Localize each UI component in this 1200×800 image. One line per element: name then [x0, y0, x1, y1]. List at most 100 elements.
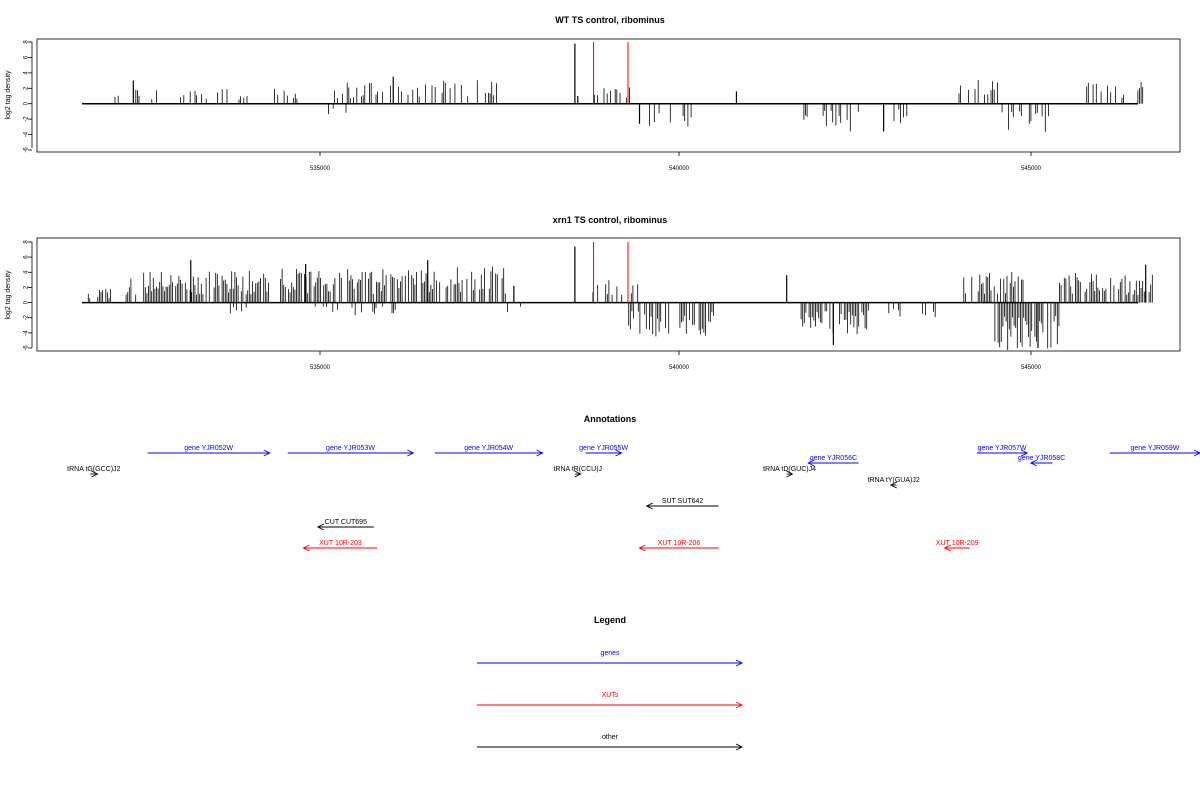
- annotations-section: Annotations gene YJR052W gene YJR053W gene…: [67, 414, 1200, 552]
- xrn1-x-tick-label: 545000: [1021, 365, 1042, 371]
- wt-y-tick-label: 2: [24, 86, 30, 90]
- wt-y-tick-label: -2: [24, 116, 30, 122]
- wt-y-tick-label: -6: [24, 147, 30, 153]
- annotation-other-arrow: [786, 470, 794, 478]
- annotation-genes-arrow-head: [807, 459, 815, 467]
- legend-xuts-arrow-head: [735, 701, 744, 709]
- xrn1-x-tick-label: 540000: [669, 365, 690, 371]
- legend-label-genes: genes: [600, 650, 620, 657]
- wt-x-tick-label: 540000: [669, 166, 690, 172]
- xrn1-track-panel: xrn1 TS control, ribominus log2 tag dens…: [5, 215, 1181, 371]
- annotation-label: gene YJR058C: [1018, 455, 1065, 462]
- xrn1-plot-frame: [36, 237, 1181, 352]
- legend-title: Legend: [594, 615, 626, 625]
- annotation-genes-arrow: [807, 459, 859, 467]
- annotation-other-arrow: [316, 523, 374, 531]
- annotation-genes-arrow-head: [536, 449, 544, 457]
- annotation-other-arrow-head: [786, 470, 794, 478]
- legend-genes-arrow-head: [735, 659, 744, 667]
- annotation-label: XUT 10R-206: [658, 540, 701, 547]
- annotation-label: gene YJR053W: [326, 445, 375, 452]
- annotation-other-arrow: [889, 481, 898, 489]
- annotation-other-arrow-head: [889, 481, 898, 489]
- xrn1-panel-title: xrn1 TS control, ribominus: [553, 215, 668, 225]
- annotation-xuts-arrow-head: [302, 544, 310, 552]
- wt-y-axis-label: log2 tag density: [5, 70, 12, 120]
- annotation-other-arrow-head: [91, 470, 99, 478]
- xrn1-y-axis-label: log2 tag density: [5, 270, 12, 320]
- wt-y-tick-label: 0: [24, 101, 30, 105]
- annotation-genes-arrow: [976, 449, 1029, 457]
- xrn1-highlight-lines: [593, 242, 629, 303]
- wt-x-tick-label: 545000: [1021, 166, 1042, 172]
- annotation-other-arrow: [90, 470, 99, 478]
- annotation-label: CUT CUT695: [325, 519, 367, 526]
- annotation-genes-arrow: [287, 449, 415, 457]
- xrn1-y-tick-label: 4: [24, 270, 30, 274]
- xrn1-y-tick-label: 2: [24, 285, 30, 289]
- annotation-arrows: gene YJR052W gene YJR053W gene YJR054W gene…: [67, 445, 1200, 552]
- legend-label-xuts: XUTs: [602, 692, 619, 699]
- xrn1-y-axis: 8 6 4 2 0 -2 -4 -6: [24, 240, 33, 351]
- annotation-genes-arrow: [434, 449, 544, 457]
- annotation-label: tRNA tD(GUC)J4: [763, 466, 816, 473]
- annotation-genes-arrow: [585, 449, 623, 457]
- annotation-label: tRNA tY(GUA)J2: [868, 477, 920, 484]
- annotation-other-arrow: [645, 502, 719, 510]
- annotation-genes-arrow-head: [615, 449, 623, 457]
- annotations-title: Annotations: [584, 414, 637, 424]
- annotation-label: gene YJR055W: [579, 445, 628, 452]
- legend-other-arrow: [477, 743, 744, 751]
- legend-section: Legend genes XUTs other: [477, 615, 744, 751]
- wt-plot-frame: [36, 38, 1181, 153]
- legend-genes-arrow: [477, 659, 744, 667]
- xrn1-y-tick-label: -4: [24, 330, 30, 336]
- annotation-label: XUT 10R-209: [936, 540, 979, 547]
- annotation-genes-arrow-head: [1029, 459, 1038, 467]
- annotation-genes-arrow-head: [1193, 449, 1200, 457]
- xrn1-density-bars: [87, 246, 1153, 350]
- xrn1-y-tick-label: 6: [24, 255, 30, 259]
- annotation-xuts-arrow-head: [638, 544, 646, 552]
- xrn1-x-axis: 535000 540000 545000: [310, 351, 1042, 371]
- annotation-label: gene YJR059W: [1130, 445, 1179, 452]
- annotation-xuts-arrow-head: [943, 544, 951, 552]
- xrn1-y-tick-label: -2: [24, 314, 30, 320]
- annotation-label: gene YJR052W: [184, 445, 233, 452]
- annotation-label: gene YJR056C: [810, 455, 857, 462]
- wt-y-tick-label: 8: [24, 40, 30, 44]
- annotation-genes-arrow-head: [1021, 449, 1029, 457]
- legend-other-arrow-head: [735, 743, 744, 751]
- wt-density-bars: [114, 43, 1144, 132]
- xrn1-x-tick-label: 535000: [310, 365, 331, 371]
- xrn1-y-tick-label: 0: [24, 300, 30, 304]
- annotation-other-arrow-head: [316, 523, 325, 531]
- annotation-genes-arrow: [1109, 449, 1200, 457]
- wt-track-panel: WT TS control, ribominus log2 tag densit…: [5, 15, 1181, 172]
- wt-y-tick-label: 6: [24, 55, 30, 59]
- annotation-genes-arrow-head: [407, 449, 415, 457]
- annotation-label: SUT SUT642: [662, 498, 704, 505]
- legend-label-other: other: [602, 734, 619, 741]
- wt-y-tick-label: -4: [24, 131, 30, 137]
- annotation-genes-arrow: [147, 449, 271, 457]
- annotation-xuts-arrow: [302, 544, 378, 552]
- legend-xuts-arrow: [477, 701, 744, 709]
- annotation-genes-arrow: [1029, 459, 1053, 467]
- annotation-other-arrow-head: [645, 502, 653, 510]
- wt-y-axis: 8 6 4 2 0 -2 -4 -6: [24, 40, 33, 153]
- annotation-label: gene YJR054W: [464, 445, 513, 452]
- annotation-label: gene YJR057W: [978, 445, 1027, 452]
- xrn1-y-tick-label: -6: [24, 345, 30, 351]
- annotation-xuts-arrow: [943, 544, 970, 552]
- annotation-other-arrow: [574, 470, 582, 478]
- wt-highlight-lines: [593, 42, 629, 104]
- annotation-label: tRNA tR(CCU)J: [553, 466, 602, 473]
- annotation-genes-arrow-head: [263, 449, 271, 457]
- annotation-xuts-arrow: [638, 544, 719, 552]
- legend-items: genes XUTs other: [477, 650, 744, 751]
- xrn1-y-tick-label: 8: [24, 240, 30, 244]
- wt-x-axis: 535000 540000 545000: [310, 152, 1042, 172]
- annotation-label: tRNA tG(GCC)J2: [67, 466, 120, 473]
